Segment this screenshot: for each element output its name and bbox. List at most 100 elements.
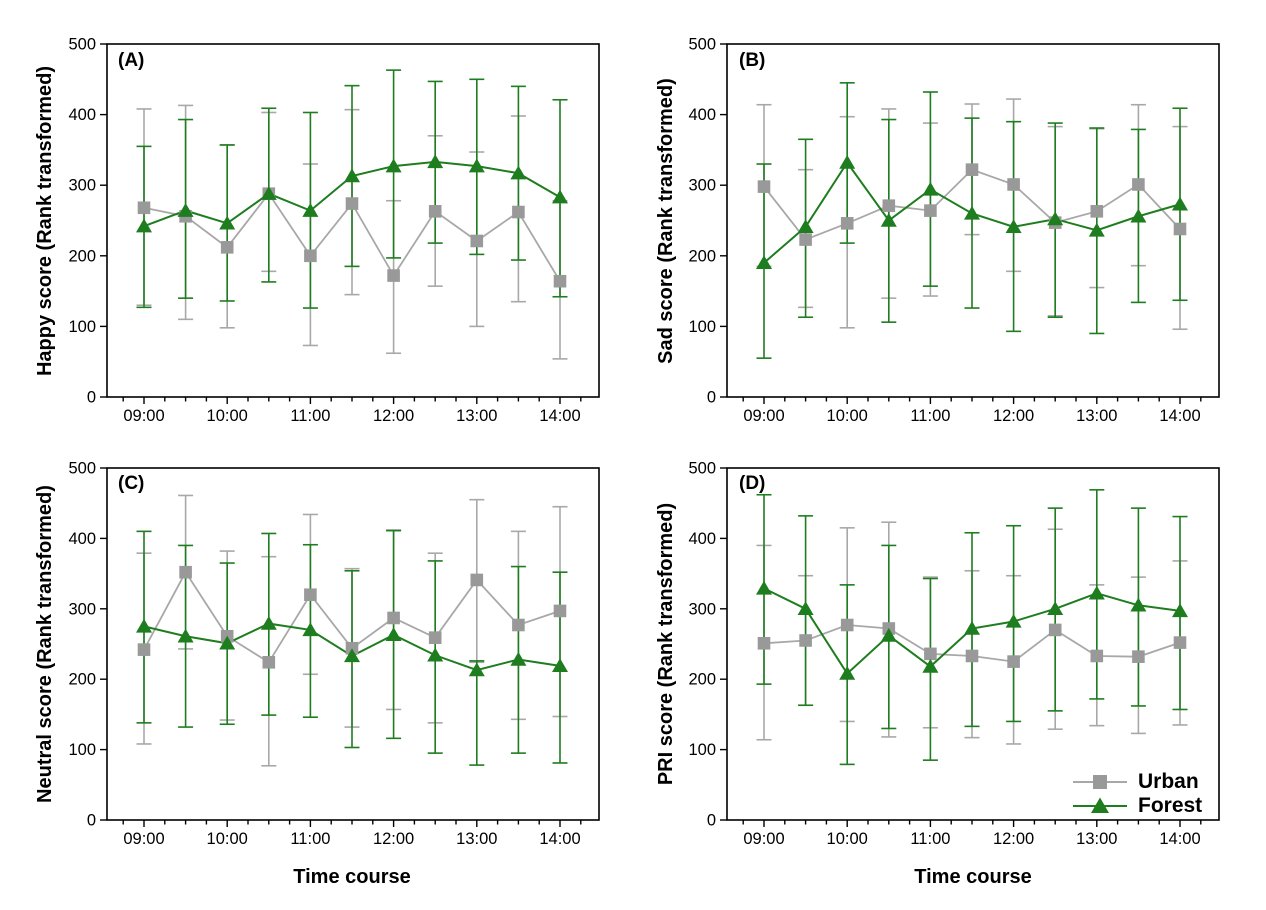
marker-forest-triangle [552,658,568,673]
marker-urban-square [220,241,234,254]
marker-forest-triangle [756,255,772,270]
x-tick-label: 11:00 [290,407,330,425]
marker-forest-triangle [1088,222,1105,237]
marker-forest-triangle [219,635,236,650]
y-tick-label: 400 [68,106,96,124]
marker-urban-square [1090,649,1104,663]
marker-forest-triangle [1047,601,1064,615]
legend-label-urban: Urban [1138,770,1199,793]
y-tick-label: 100 [688,318,716,336]
marker-urban-square [965,163,979,176]
marker-forest-triangle [1130,597,1147,612]
marker-urban-square [757,636,771,650]
marker-urban-square [470,234,484,248]
y-tick-label: 400 [688,106,716,124]
y-tick-label: 300 [688,177,716,195]
marker-forest-triangle [510,651,527,666]
x-tick-label: 09:00 [123,830,164,848]
panel-label-a: (A) [118,50,145,71]
panel-border [106,467,600,821]
marker-urban-square [1007,655,1020,668]
x-tick-label: 14:00 [1159,830,1200,848]
y-axis-title-neutral: Neutral score (Rank transformed) [34,485,56,803]
marker-forest-triangle [964,205,980,220]
x-tick-label: 11:00 [290,830,330,848]
legend-marker-urban-square [1093,775,1107,789]
y-tick-label: 100 [68,741,96,759]
marker-forest-triangle [880,627,897,642]
x-tick-label: 11:00 [910,830,950,848]
marker-forest-triangle [302,203,319,217]
marker-forest-triangle [797,219,814,234]
x-axis-title-panel-d: Time course [914,866,1032,888]
marker-forest-triangle [385,627,402,642]
panel-border [106,43,600,398]
marker-forest-triangle [177,203,194,217]
marker-urban-square [304,588,317,602]
marker-forest-triangle [302,622,319,637]
marker-forest-triangle [922,181,939,196]
marker-forest-triangle [427,647,444,662]
y-tick-label: 0 [87,812,96,830]
marker-forest-triangle [510,165,527,180]
marker-forest-triangle [1172,603,1188,618]
marker-forest-triangle [756,580,772,595]
marker-forest-triangle [797,601,814,615]
y-tick-label: 300 [68,600,96,618]
marker-urban-square [553,604,567,618]
marker-forest-triangle [839,665,856,680]
marker-forest-triangle [344,648,360,663]
marker-urban-square [345,641,359,655]
x-tick-label: 12:00 [373,407,414,425]
marker-forest-triangle [136,618,152,633]
marker-urban-square [757,180,771,193]
x-axis-title-panel-c: Time course [293,866,411,888]
y-tick-label: 400 [68,530,96,548]
marker-forest-triangle [260,615,277,630]
marker-urban-square [799,233,812,246]
marker-urban-square [882,199,896,212]
panel-border [726,43,1220,398]
marker-forest-triangle [880,212,897,227]
marker-forest-triangle [1088,585,1105,600]
x-tick-label: 10:00 [207,830,248,848]
marker-urban-square [1007,178,1020,191]
marker-urban-square [840,217,854,230]
marker-urban-square [428,205,442,218]
marker-forest-triangle [1172,196,1188,211]
marker-forest-triangle [385,158,402,173]
x-tick-label: 10:00 [827,407,868,425]
legend-label-forest: Forest [1138,794,1203,817]
marker-forest-triangle [177,628,194,643]
marker-urban-square [1132,650,1145,663]
marker-forest-triangle [468,662,485,677]
marker-forest-triangle [468,158,485,173]
marker-forest-triangle [964,620,980,635]
marker-urban-square [137,643,151,656]
y-tick-label: 100 [68,318,96,336]
marker-urban-square [1132,178,1145,191]
marker-urban-square [512,618,525,632]
x-tick-label: 14:00 [539,407,580,425]
marker-urban-square [387,269,400,282]
marker-urban-square [387,611,400,625]
marker-forest-triangle [552,189,568,204]
marker-urban-square [924,204,937,217]
marker-urban-square [262,656,276,669]
marker-forest-triangle [1005,219,1022,234]
y-tick-label: 300 [68,177,96,195]
x-tick-label: 11:00 [910,407,950,425]
y-tick-label: 0 [707,389,716,407]
x-tick-label: 13:00 [456,830,497,848]
x-tick-label: 13:00 [1076,407,1117,425]
marker-urban-square [470,573,484,587]
y-tick-label: 200 [688,671,716,689]
marker-urban-square [924,647,937,661]
x-tick-label: 12:00 [993,407,1034,425]
x-tick-label: 10:00 [827,830,868,848]
y-tick-label: 0 [87,389,96,407]
marker-forest-triangle [922,658,939,673]
marker-forest-triangle [219,215,236,230]
x-tick-label: 10:00 [207,407,248,425]
y-tick-label: 200 [68,247,96,265]
